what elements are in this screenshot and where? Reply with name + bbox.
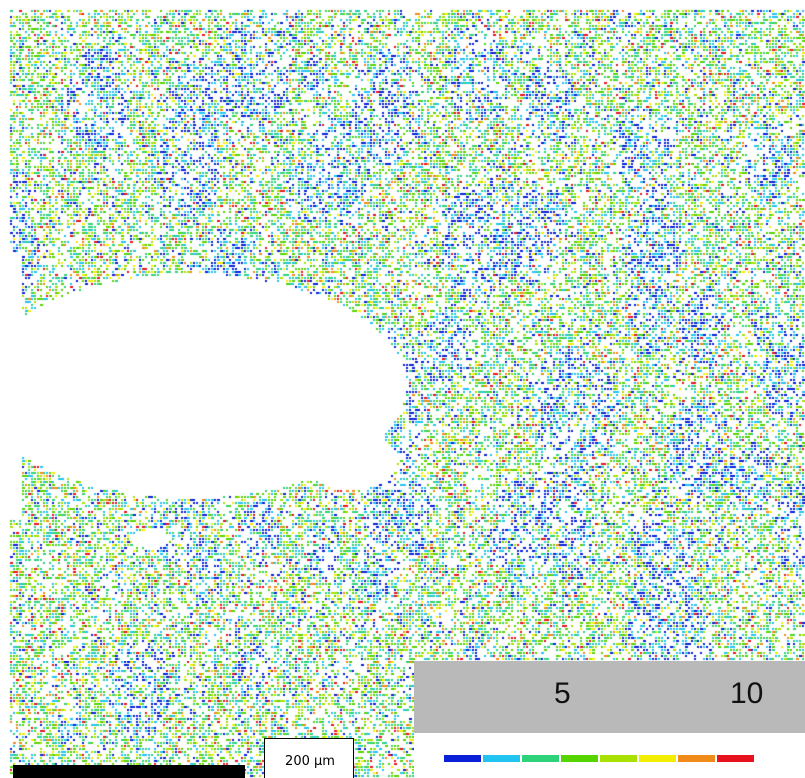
- legend-swatch-yellow-green: [600, 755, 637, 762]
- legend-swatch-yellow: [639, 755, 676, 762]
- legend-swatch-red: [717, 755, 754, 762]
- legend-color-area: [414, 733, 805, 778]
- legend-tick-low: 5: [554, 677, 571, 710]
- legend-swatch-cyan: [483, 755, 520, 762]
- color-legend-panel: 5 10: [414, 661, 805, 733]
- scale-bar: [13, 765, 245, 778]
- legend-swatch-blue: [444, 755, 481, 762]
- scale-bar-label-box: 200 µm: [264, 738, 354, 778]
- legend-color-strip: [444, 755, 756, 762]
- legend-swatch-orange: [678, 755, 715, 762]
- legend-tick-high: 10: [730, 677, 764, 710]
- legend-swatch-green: [561, 755, 598, 762]
- scale-bar-label: 200 µm: [285, 754, 335, 769]
- legend-swatch-teal-green: [522, 755, 559, 762]
